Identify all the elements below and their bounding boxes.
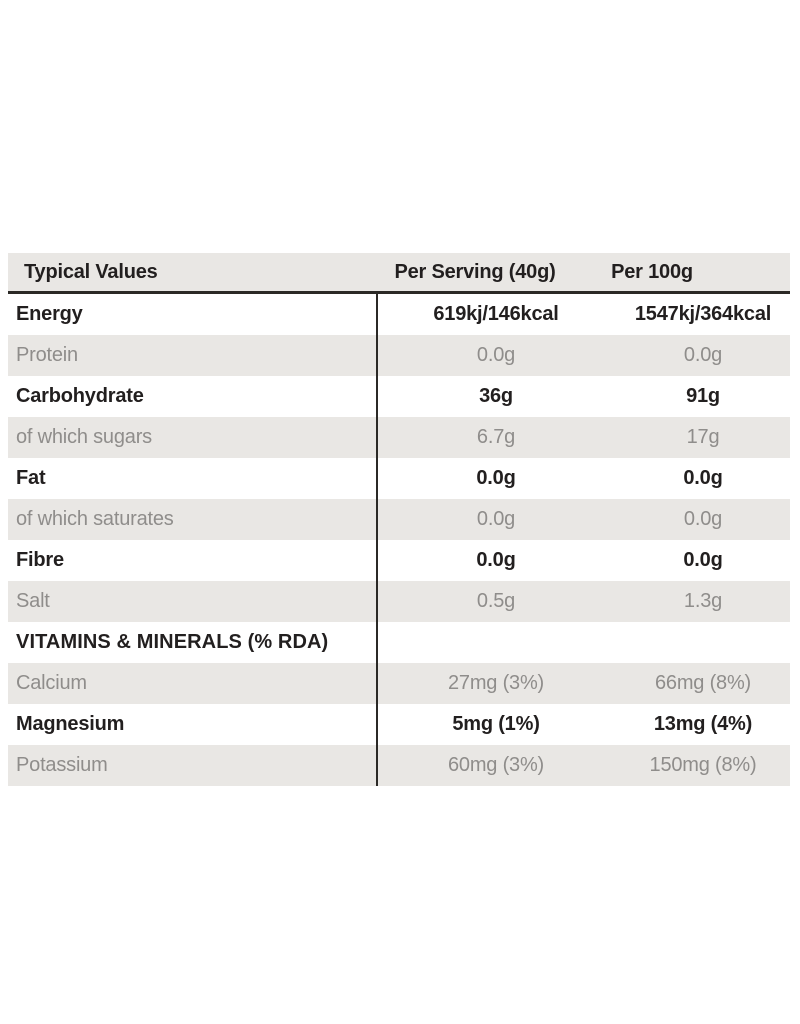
- row-per-100g-value: 13mg (4%): [653, 713, 753, 735]
- row-per-serving-value: 36g: [479, 385, 513, 407]
- row-per-serving-value: 6.7g: [476, 426, 516, 448]
- row-per-100g-value: 66mg (8%): [654, 672, 751, 694]
- header-per-serving: Per Serving (40g): [394, 261, 556, 283]
- row-per-serving-value: 27mg (3%): [447, 672, 544, 694]
- row-per-serving-value: 0.0g: [476, 508, 516, 530]
- table-row: of which saturates 0.0g 0.0g: [8, 499, 790, 540]
- row-per-serving-value: 0.0g: [476, 467, 516, 489]
- row-label: Calcium: [16, 672, 87, 694]
- row-label: Potassium: [16, 754, 108, 776]
- table-header-row: Typical Values Per Serving (40g) Per 100…: [8, 253, 790, 291]
- table-row: Magnesium 5mg (1%) 13mg (4%): [8, 704, 790, 745]
- row-label: Protein: [16, 344, 78, 366]
- row-per-100g-value: 0.0g: [683, 344, 723, 366]
- row-label: Energy: [16, 303, 83, 325]
- table-row: Potassium 60mg (3%) 150mg (8%): [8, 745, 790, 786]
- table-row: VITAMINS & MINERALS (% RDA): [8, 622, 790, 663]
- column-divider-line: [376, 294, 378, 786]
- table-row: Carbohydrate 36g 91g: [8, 376, 790, 417]
- row-per-100g-value: 1547kj/364kcal: [634, 303, 772, 325]
- header-per-100g: Per 100g: [611, 261, 693, 283]
- row-label: of which saturates: [16, 508, 174, 530]
- table-row: Calcium 27mg (3%) 66mg (8%): [8, 663, 790, 704]
- table-row: Energy 619kj/146kcal 1547kj/364kcal: [8, 294, 790, 335]
- row-per-100g-value: 17g: [686, 426, 720, 448]
- row-per-100g-value: 0.0g: [683, 467, 723, 489]
- header-divider-line: [8, 291, 790, 294]
- header-typical-values: Typical Values: [24, 261, 158, 283]
- table-row: Fat 0.0g 0.0g: [8, 458, 790, 499]
- row-label: Carbohydrate: [16, 385, 144, 407]
- nutrition-table: Typical Values Per Serving (40g) Per 100…: [8, 253, 790, 786]
- table-row: Salt 0.5g 1.3g: [8, 581, 790, 622]
- row-per-100g-value: 0.0g: [683, 549, 723, 571]
- table-row: of which sugars 6.7g 17g: [8, 417, 790, 458]
- table-body: Energy 619kj/146kcal 1547kj/364kcal Prot…: [8, 294, 790, 786]
- table-row: Protein 0.0g 0.0g: [8, 335, 790, 376]
- row-per-serving-value: 619kj/146kcal: [433, 303, 559, 325]
- table-row: Fibre 0.0g 0.0g: [8, 540, 790, 581]
- row-per-100g-value: 91g: [686, 385, 720, 407]
- row-per-100g-value: 1.3g: [683, 590, 723, 612]
- row-per-100g-value: 150mg (8%): [649, 754, 757, 776]
- row-label: Magnesium: [16, 713, 125, 735]
- row-per-serving-value: 60mg (3%): [447, 754, 544, 776]
- row-per-serving-value: 0.0g: [476, 344, 516, 366]
- row-label: VITAMINS & MINERALS (% RDA): [16, 631, 329, 653]
- row-per-serving-value: 0.0g: [476, 549, 516, 571]
- row-per-serving-value: 5mg (1%): [452, 713, 540, 735]
- row-label: Fat: [16, 467, 46, 489]
- row-label: Salt: [16, 590, 50, 612]
- row-per-serving-value: 0.5g: [476, 590, 516, 612]
- row-label: of which sugars: [16, 426, 152, 448]
- row-per-100g-value: 0.0g: [683, 508, 723, 530]
- row-label: Fibre: [16, 549, 64, 571]
